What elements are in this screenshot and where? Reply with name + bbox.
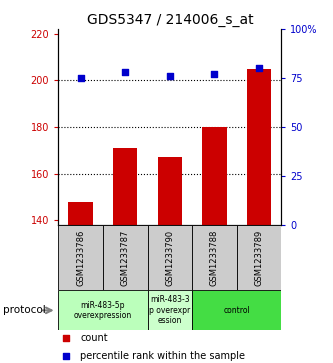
Text: miR-483-5p
overexpression: miR-483-5p overexpression (74, 301, 132, 320)
Bar (103, 225, 148, 290)
Text: GSM1233786: GSM1233786 (76, 229, 85, 286)
Text: GSM1233790: GSM1233790 (165, 230, 174, 286)
Text: GSM1233788: GSM1233788 (210, 229, 219, 286)
Text: protocol: protocol (3, 305, 46, 315)
Text: percentile rank within the sample: percentile rank within the sample (80, 351, 245, 362)
Bar (58, 225, 103, 290)
Bar (247, 69, 271, 225)
Point (123, 69, 128, 75)
Bar (148, 225, 192, 290)
Bar (237, 225, 281, 290)
Title: GDS5347 / 214006_s_at: GDS5347 / 214006_s_at (87, 13, 253, 26)
Text: miR-483-3
p overexpr
ession: miR-483-3 p overexpr ession (149, 295, 190, 325)
Point (212, 71, 217, 77)
Point (167, 73, 172, 79)
Bar (158, 158, 182, 225)
Text: GSM1233787: GSM1233787 (121, 229, 130, 286)
Point (64, 335, 69, 341)
Text: control: control (223, 306, 250, 315)
Text: GSM1233789: GSM1233789 (254, 230, 264, 286)
Text: count: count (80, 334, 108, 343)
Bar (192, 290, 281, 330)
Bar (113, 148, 138, 225)
Point (78, 75, 83, 81)
Bar (192, 225, 237, 290)
Bar (148, 290, 192, 330)
Point (256, 65, 262, 71)
Bar (68, 202, 93, 225)
Point (64, 354, 69, 359)
Bar (58, 290, 148, 330)
Bar (202, 127, 227, 225)
